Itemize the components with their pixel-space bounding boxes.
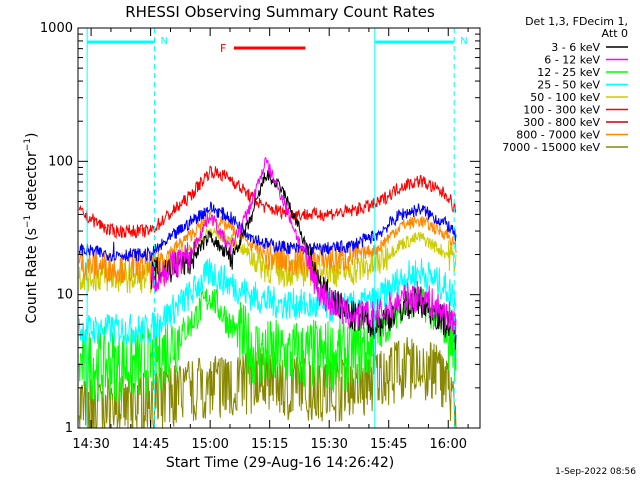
legend-entry: 12 - 25 keV <box>537 66 600 79</box>
x-tick-label: 16:00 <box>430 437 467 452</box>
legend-entry: 25 - 50 keV <box>537 79 600 92</box>
chart-title: RHESSI Observing Summary Count Rates <box>125 3 435 21</box>
y-tick-label: 10 <box>56 288 73 303</box>
x-tick-label: 15:30 <box>310 437 347 452</box>
x-axis: 14:30 14:45 15:00 15:15 15:30 15:45 16:00 <box>72 28 469 452</box>
annotations: N NF <box>86 28 468 428</box>
legend-entry: 6 - 12 keV <box>544 54 600 67</box>
legend-title: Det 1,3, FDecim 1, <box>525 15 628 28</box>
legend-entry: 100 - 300 keV <box>523 104 600 117</box>
y-axis-label: Count Rate (s−1 detector−1) <box>23 133 40 324</box>
x-tick-label: 15:15 <box>251 437 288 452</box>
flare-label: F <box>220 42 226 55</box>
legend-entry: 3 - 6 keV <box>551 41 600 54</box>
series-line <box>78 227 457 295</box>
plot-area <box>78 156 457 429</box>
y-axis: 1 10 100 1000 <box>40 21 480 436</box>
night-label: N <box>460 36 467 47</box>
y-tick-label: 1000 <box>40 21 73 36</box>
series-line <box>78 201 457 262</box>
legend-title: Att 0 <box>602 27 628 40</box>
x-tick-label: 14:30 <box>72 437 109 452</box>
legend-entry: 300 - 800 keV <box>523 116 600 129</box>
series-line <box>78 165 457 240</box>
series-line <box>78 258 457 347</box>
footer-timestamp: 1-Sep-2022 08:56 <box>555 467 636 477</box>
night-label: N <box>161 36 168 47</box>
x-tick-label: 15:00 <box>191 437 228 452</box>
legend-entry: 800 - 7000 keV <box>516 129 600 142</box>
legend-entry: 7000 - 15000 keV <box>502 141 600 154</box>
x-axis-label: Start Time (29-Aug-16 14:26:42) <box>166 455 394 471</box>
legend-entry: 50 - 100 keV <box>530 91 600 104</box>
y-tick-label: 100 <box>48 154 73 169</box>
y-tick-label: 1 <box>65 421 73 436</box>
plot-frame <box>77 27 481 429</box>
series-line <box>150 156 457 337</box>
x-tick-label: 15:45 <box>370 437 407 452</box>
x-tick-label: 14:45 <box>132 437 169 452</box>
